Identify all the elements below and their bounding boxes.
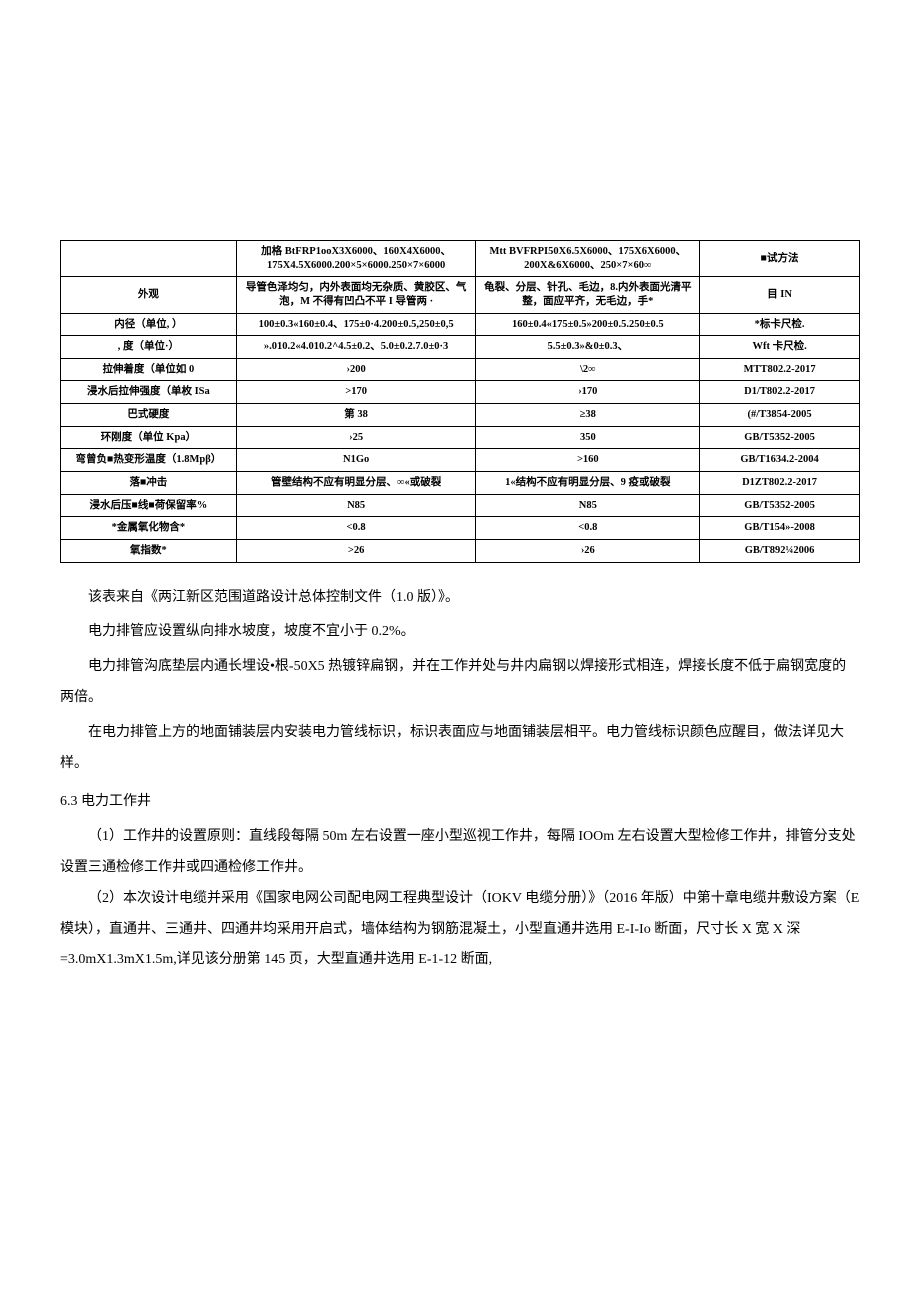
table-row: 落■冲击 管壁结构不应有明显分层、∞«或破裂 1«结构不应有明显分层、9 疫或破…: [61, 472, 860, 495]
row-c4: D1ZT802.2-2017: [700, 472, 860, 495]
row-c4: GB/T1634.2-2004: [700, 449, 860, 472]
row-c2: 100±0.3«160±0.4、175±0·4.200±0.5,250±0,5: [236, 313, 476, 336]
header-cell-3: Mtt BVFRPI50X6.5X6000、175X6X6000、200X&6X…: [476, 241, 700, 277]
table-row: 弯曾负■热变形温度（1.8Mpβ） N1Go >160 GB/T1634.2-2…: [61, 449, 860, 472]
table-row: 外观 导管色泽均匀，内外表面均无杂质、黄胶区、气泡，M 不得有凹凸不平 I 导管…: [61, 277, 860, 313]
row-c3: 5.5±0.3»&0±0.3、: [476, 336, 700, 359]
row-c3: ›26: [476, 539, 700, 562]
header-cell-2: 加格 BtFRP1ooX3X6000、160X4X6000、175X4.5X60…: [236, 241, 476, 277]
row-c3: 350: [476, 426, 700, 449]
row-c4: GB/T892¼2006: [700, 539, 860, 562]
row-c4: 目 IN: [700, 277, 860, 313]
row-c3: N85: [476, 494, 700, 517]
row-c4: *标卡尺检.: [700, 313, 860, 336]
paragraph-well-1: （1）工作井的设置原则：直线段每隔 50m 左右设置一座小型巡视工作井，每隔 I…: [60, 822, 860, 884]
paragraph-slope: 电力排管应设置纵向排水坡度，坡度不宜小于 0.2%。: [60, 617, 860, 648]
row-label: *金属氧化物含*: [61, 517, 237, 540]
row-c2: ».010.2«4.010.2^4.5±0.2、5.0±0.2.7.0±0·3: [236, 336, 476, 359]
row-c2: 导管色泽均匀，内外表面均无杂质、黄胶区、气泡，M 不得有凹凸不平 I 导管两 ·: [236, 277, 476, 313]
row-label: 内径（单位, ）: [61, 313, 237, 336]
table-row: 巴式硬度 第 38 ≥38 (#/T3854-2005: [61, 404, 860, 427]
table-row: *金属氧化物含* <0.8 <0.8 GB/T154»-2008: [61, 517, 860, 540]
row-label: 浸水后压■线■荷保留率%: [61, 494, 237, 517]
row-c4: Wft 卡尺检.: [700, 336, 860, 359]
row-c2: ›25: [236, 426, 476, 449]
row-c3: 1«结构不应有明显分层、9 疫或破裂: [476, 472, 700, 495]
row-label: 拉伸着度（单位如 0: [61, 358, 237, 381]
paragraph-marking: 在电力排管上方的地面铺装层内安装电力管线标识，标识表面应与地面铺装层相平。电力管…: [60, 718, 860, 780]
table-row: , 度（单位·） ».010.2«4.010.2^4.5±0.2、5.0±0.2…: [61, 336, 860, 359]
row-c3: ≥38: [476, 404, 700, 427]
row-label: 巴式硬度: [61, 404, 237, 427]
row-label: 弯曾负■热变形温度（1.8Mpβ）: [61, 449, 237, 472]
specification-table: 加格 BtFRP1ooX3X6000、160X4X6000、175X4.5X60…: [60, 240, 860, 563]
table-row: 拉伸着度（单位如 0 ›200 \2∞ MTT802.2-2017: [61, 358, 860, 381]
table-row: 浸水后压■线■荷保留率% N85 N85 GB/T5352-2005: [61, 494, 860, 517]
row-c2: N85: [236, 494, 476, 517]
row-c2: >170: [236, 381, 476, 404]
row-label: 落■冲击: [61, 472, 237, 495]
table-header-row: 加格 BtFRP1ooX3X6000、160X4X6000、175X4.5X60…: [61, 241, 860, 277]
row-label: 浸水后拉伸强度（单枚 ISa: [61, 381, 237, 404]
row-c4: GB/T5352-2005: [700, 494, 860, 517]
row-c4: MTT802.2-2017: [700, 358, 860, 381]
table-row: 浸水后拉伸强度（单枚 ISa >170 ›170 D1/T802.2-2017: [61, 381, 860, 404]
row-c3: 160±0.4«175±0.5»200±0.5.250±0.5: [476, 313, 700, 336]
header-cell-4: ■试方法: [700, 241, 860, 277]
row-c2: 管壁结构不应有明显分层、∞«或破裂: [236, 472, 476, 495]
row-c3: \2∞: [476, 358, 700, 381]
paragraph-source: 该表来自《两江新区范围道路设计总体控制文件（1.0 版）》。: [60, 583, 860, 614]
row-c2: ›200: [236, 358, 476, 381]
row-label: 氧指数*: [61, 539, 237, 562]
table-row: 环刚度（单位 Kpa） ›25 350 GB/T5352-2005: [61, 426, 860, 449]
row-c4: (#/T3854-2005: [700, 404, 860, 427]
row-c4: GB/T5352-2005: [700, 426, 860, 449]
row-c3: 龟裂、分层、针孔、毛边，8.内外表面光清平整，面应平齐，无毛边，手*: [476, 277, 700, 313]
header-cell-1: [61, 241, 237, 277]
row-c4: D1/T802.2-2017: [700, 381, 860, 404]
row-c3: <0.8: [476, 517, 700, 540]
paragraph-well-2: （2）本次设计电缆并采用《国家电网公司配电网工程典型设计（IOKV 电缆分册）》…: [60, 884, 860, 976]
table-row: 氧指数* >26 ›26 GB/T892¼2006: [61, 539, 860, 562]
row-label: , 度（单位·）: [61, 336, 237, 359]
row-c2: N1Go: [236, 449, 476, 472]
row-label: 环刚度（单位 Kpa）: [61, 426, 237, 449]
row-c4: GB/T154»-2008: [700, 517, 860, 540]
paragraph-steel: 电力排管沟底垫层内通长埋设•根-50X5 热镀锌扁钢，并在工作并处与井内扁钢以焊…: [60, 652, 860, 714]
row-c2: 第 38: [236, 404, 476, 427]
row-c2: >26: [236, 539, 476, 562]
row-c3: ›170: [476, 381, 700, 404]
row-c2: <0.8: [236, 517, 476, 540]
row-c3: >160: [476, 449, 700, 472]
row-label: 外观: [61, 277, 237, 313]
section-6-3-title: 6.3 电力工作井: [60, 787, 860, 818]
table-row: 内径（单位, ） 100±0.3«160±0.4、175±0·4.200±0.5…: [61, 313, 860, 336]
